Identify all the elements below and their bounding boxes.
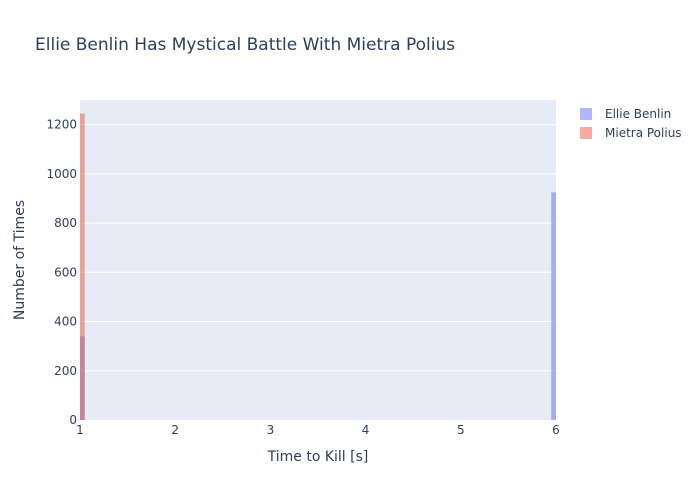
legend[interactable]: Ellie Benlin Mietra Polius [580, 107, 682, 140]
x-tick-label: 2 [171, 423, 179, 437]
bar-mietra-polius[interactable] [80, 113, 85, 421]
y-tick-label: 400 [54, 315, 77, 329]
y-tick-label: 0 [69, 413, 77, 427]
y-tick-label: 800 [54, 216, 77, 230]
y-tick-label: 1200 [46, 118, 77, 132]
bar-ellie-benlin[interactable] [551, 192, 556, 420]
x-axis-ticks: 1 2 3 4 5 6 [76, 423, 560, 437]
chart-title: Ellie Benlin Has Mystical Battle With Mi… [35, 35, 455, 55]
y-axis-title: Number of Times [12, 200, 28, 320]
x-axis-title: Time to Kill [s] [267, 449, 369, 465]
x-tick-label: 5 [457, 423, 465, 437]
x-tick-label: 6 [552, 423, 560, 437]
gridlines [80, 124, 556, 372]
legend-item-ellie-benlin[interactable]: Ellie Benlin [580, 107, 671, 121]
y-tick-label: 600 [54, 265, 77, 279]
legend-swatch [580, 108, 592, 120]
y-axis-ticks: 0 200 400 600 800 1000 1200 [46, 118, 77, 427]
legend-swatch [580, 127, 592, 139]
y-tick-label: 1000 [46, 167, 77, 181]
x-tick-label: 3 [267, 423, 275, 437]
legend-item-mietra-polius[interactable]: Mietra Polius [580, 126, 682, 140]
y-tick-label: 200 [54, 364, 77, 378]
x-tick-label: 1 [76, 423, 84, 437]
legend-label: Mietra Polius [605, 126, 682, 140]
plot-area [80, 100, 556, 420]
bars [80, 113, 556, 421]
x-tick-label: 4 [362, 423, 370, 437]
legend-label: Ellie Benlin [605, 107, 671, 121]
